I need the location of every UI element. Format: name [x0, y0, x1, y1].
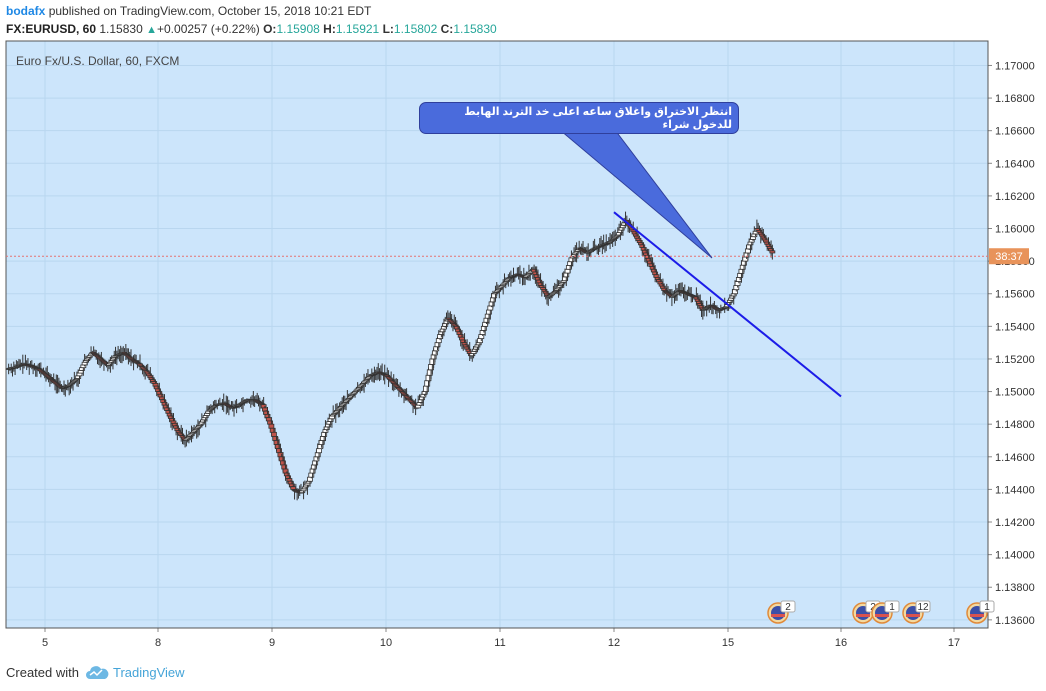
flag-count: 12: [917, 602, 929, 613]
y-tick-label: 1.15200: [995, 354, 1035, 366]
event-flag-icon[interactable]: 12: [902, 600, 931, 624]
x-tick-label: 5: [42, 637, 48, 649]
candle-body: [290, 486, 297, 490]
x-tick-label: 10: [380, 637, 392, 649]
x-tick-label: 12: [608, 637, 620, 649]
cloud-icon: [85, 665, 109, 679]
flag-badge: [884, 600, 900, 613]
candle-body: [268, 423, 275, 429]
candle-body: [769, 250, 776, 254]
published-text: published on TradingView.com, October 15…: [48, 4, 372, 18]
flag-stripe: [771, 614, 785, 617]
x-tick-label: 15: [722, 637, 734, 649]
candle-body: [265, 417, 272, 422]
low-label: L:: [382, 22, 394, 36]
close-label: C:: [440, 22, 454, 36]
y-tick-label: 1.13800: [995, 582, 1035, 594]
publish-line: bodafx published on TradingView.com, Oct…: [6, 4, 371, 18]
author-link[interactable]: bodafx: [6, 4, 46, 18]
change-value: +0.00257 (+0.22%): [157, 22, 260, 36]
candle-body: [77, 369, 84, 374]
low-value: 1.15802: [393, 22, 438, 36]
flag-badge: [780, 600, 796, 613]
flag-badge: [979, 600, 995, 613]
countdown-badge: [989, 248, 1029, 265]
candle-body: [76, 372, 83, 377]
y-tick-label: 1.16000: [995, 224, 1035, 236]
flag-badge: [915, 600, 931, 613]
close-value: 1.15830: [453, 22, 497, 36]
y-tick-label: 1.16200: [995, 191, 1035, 203]
countdown-label: 38:37: [995, 251, 1023, 263]
open-value: 1.15908: [276, 22, 320, 36]
x-tick-label: 9: [269, 637, 275, 649]
y-tick-label: 1.14800: [995, 419, 1035, 431]
y-tick-label: 1.16800: [995, 93, 1035, 105]
y-tick-label: 1.13600: [995, 615, 1035, 627]
x-tick-label: 8: [155, 637, 161, 649]
x-tick-label: 16: [835, 637, 847, 649]
y-tick-label: 1.17000: [995, 60, 1035, 72]
candle-body: [564, 268, 571, 274]
high-label: H:: [323, 22, 336, 36]
y-tick-label: 1.15400: [995, 321, 1035, 333]
chart-legend: Euro Fx/U.S. Dollar, 60, FXCM: [16, 54, 179, 68]
event-flag-icon[interactable]: 1: [966, 600, 995, 624]
tradingview-logo[interactable]: TradingView: [85, 665, 185, 680]
x-tick-label: 17: [948, 637, 960, 649]
last-price: 1.15830: [99, 22, 143, 36]
high-value: 1.15921: [335, 22, 380, 36]
flag-stripe: [970, 614, 984, 617]
ohlc-line: FX:EURUSD, 60 1.15830 ▲+0.00257 (+0.22%)…: [6, 22, 497, 36]
flag-count: 1: [889, 602, 895, 613]
y-tick-label: 1.16400: [995, 158, 1035, 170]
created-with-label: Created with: [6, 665, 79, 680]
y-tick-label: 1.15000: [995, 387, 1035, 399]
footer: Created with TradingView: [6, 665, 185, 680]
y-tick-label: 1.16600: [995, 126, 1035, 138]
arrow-up-icon: ▲: [146, 24, 157, 36]
candle: [769, 244, 776, 260]
y-tick-label: 1.14400: [995, 484, 1035, 496]
y-tick-label: 1.14200: [995, 517, 1035, 529]
flag-stripe: [906, 614, 920, 617]
y-tick-label: 1.14000: [995, 550, 1035, 562]
flag-stripe: [856, 614, 870, 617]
candle-body: [271, 431, 277, 437]
flag-count: 2: [785, 602, 791, 613]
y-tick-label: 1.14600: [995, 452, 1035, 464]
candle-body: [329, 415, 335, 420]
plot-area: [6, 41, 988, 628]
symbol-label: FX:EURUSD, 60: [6, 22, 97, 36]
trendline: [613, 211, 842, 398]
flag-count: 1: [984, 602, 990, 613]
candle-body: [316, 448, 322, 454]
y-tick-label: 1.15600: [995, 289, 1035, 301]
event-flag-icon[interactable]: 1: [871, 600, 900, 624]
flag-stripe: [875, 614, 889, 617]
event-flag-icon[interactable]: 2: [767, 600, 796, 624]
annotation-callout[interactable]: انتظر الاختراق واغلاق ساعه اعلى خد الترن…: [419, 102, 739, 134]
candle-body: [459, 336, 465, 341]
open-label: O:: [263, 22, 277, 36]
plot-frame: [5, 40, 989, 629]
x-tick-label: 11: [494, 637, 505, 649]
